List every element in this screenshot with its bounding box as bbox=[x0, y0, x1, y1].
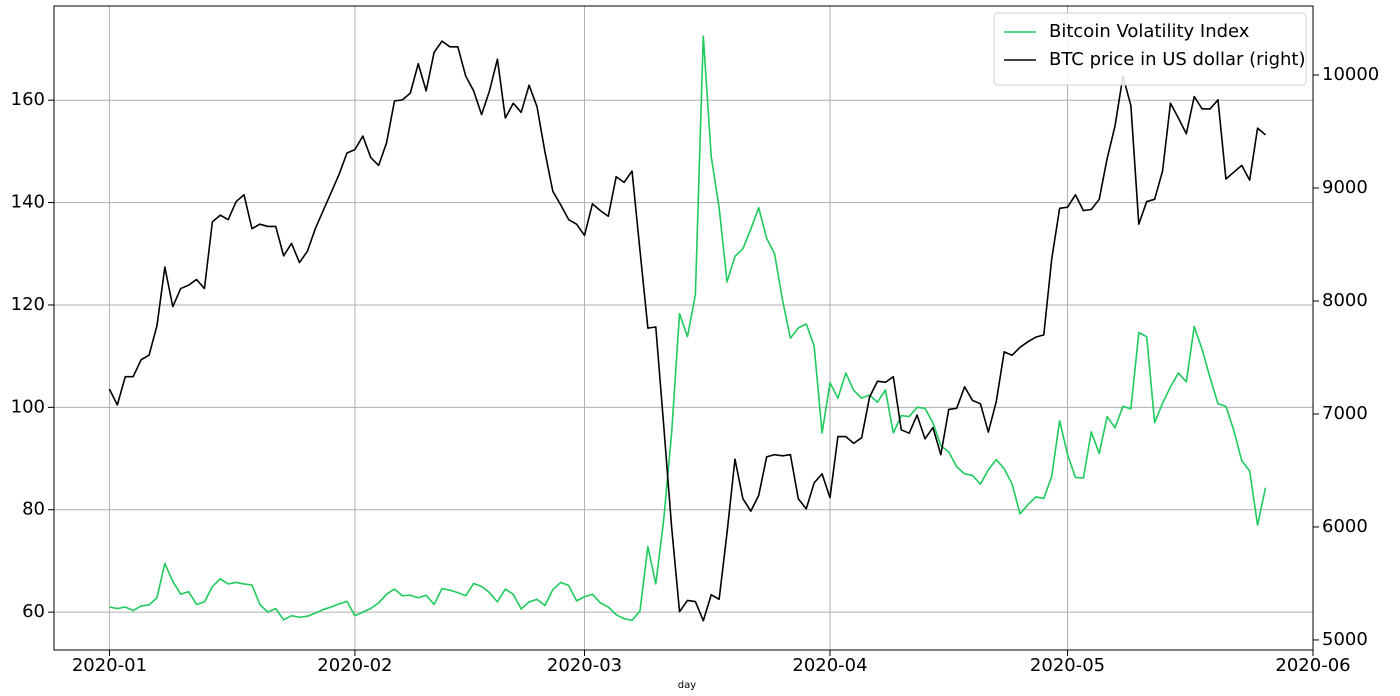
y2-tick-label: 9000 bbox=[1322, 177, 1368, 198]
x-tick-label: 2020-06 bbox=[1275, 655, 1350, 676]
x-tick-label: 2020-01 bbox=[72, 655, 147, 676]
legend: Bitcoin Volatility Index BTC price in US … bbox=[993, 12, 1307, 86]
y2-tick-label: 10000 bbox=[1322, 64, 1379, 85]
x-axis-label: day bbox=[678, 680, 696, 691]
y-tick-label: 140 bbox=[11, 192, 45, 213]
legend-label: BTC price in US dollar (right) bbox=[1049, 49, 1305, 70]
y2-tick-label: 6000 bbox=[1322, 516, 1368, 537]
y2-tick-label: 7000 bbox=[1322, 403, 1368, 424]
y-tick-label: 60 bbox=[22, 601, 45, 622]
y2-tick-label: 5000 bbox=[1322, 629, 1368, 650]
x-tick-label: 2020-04 bbox=[792, 655, 867, 676]
plot-frame bbox=[53, 5, 1314, 651]
series-line bbox=[108, 40, 1267, 622]
y-tick-label: 100 bbox=[11, 396, 45, 417]
series-line bbox=[109, 35, 1267, 622]
y2-tick-label: 8000 bbox=[1322, 290, 1368, 311]
x-tick-label: 2020-03 bbox=[547, 655, 622, 676]
legend-box bbox=[993, 12, 1307, 86]
x-tick-label: 2020-02 bbox=[317, 655, 392, 676]
y-tick-label: 160 bbox=[11, 89, 45, 110]
y-tick-label: 120 bbox=[11, 294, 45, 315]
x-tick-label: 2020-05 bbox=[1030, 655, 1105, 676]
legend-label: Bitcoin Volatility Index bbox=[1049, 21, 1250, 42]
y-tick-label: 80 bbox=[22, 499, 45, 520]
